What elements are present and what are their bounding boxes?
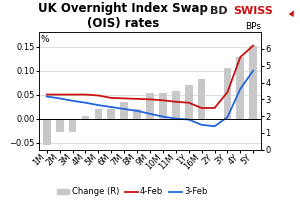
Bar bbox=[249, 46, 257, 119]
Text: %: % bbox=[40, 35, 49, 44]
Bar bbox=[198, 79, 206, 119]
Text: SWISS: SWISS bbox=[233, 6, 273, 16]
Title: UK Overnight Index Swap
(OIS) rates: UK Overnight Index Swap (OIS) rates bbox=[38, 1, 208, 30]
Bar bbox=[133, 109, 141, 119]
Bar bbox=[146, 93, 154, 119]
Bar bbox=[43, 119, 51, 145]
Bar bbox=[56, 119, 64, 132]
Text: BPs: BPs bbox=[245, 22, 261, 31]
Bar bbox=[172, 91, 180, 119]
Text: ▲: ▲ bbox=[287, 7, 297, 18]
Bar bbox=[224, 68, 231, 119]
Bar bbox=[120, 102, 128, 119]
Text: BD: BD bbox=[210, 6, 228, 16]
Bar bbox=[211, 119, 218, 120]
Legend: Change (R), 4-Feb, 3-Feb: Change (R), 4-Feb, 3-Feb bbox=[54, 184, 211, 200]
Bar bbox=[94, 109, 102, 119]
Bar bbox=[185, 85, 193, 119]
Bar bbox=[82, 116, 89, 119]
Bar bbox=[107, 109, 115, 119]
Bar bbox=[236, 57, 244, 119]
Bar bbox=[69, 119, 76, 132]
Bar bbox=[159, 93, 167, 119]
